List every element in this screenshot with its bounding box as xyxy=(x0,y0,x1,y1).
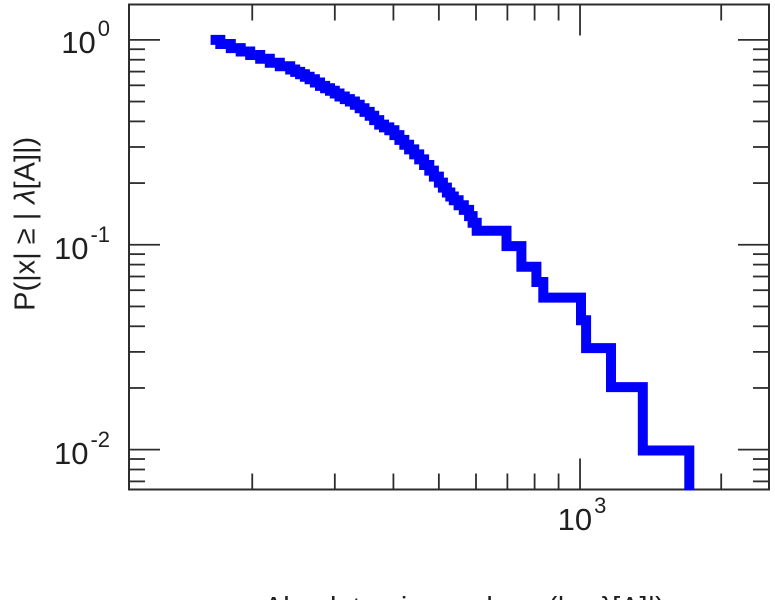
y-tick-label-1e0: 10 0 xyxy=(8,18,110,60)
y-axis-title: P(|x| ≥ | λ[A]|) xyxy=(0,0,52,496)
y-tick-label-1e-1: 10 -1 xyxy=(8,224,110,266)
x-axis-title-post: [A]|) xyxy=(612,592,665,600)
y-tick-exponent: -2 xyxy=(90,427,110,452)
y-tick-label-1e-2: 10 -2 xyxy=(8,429,110,471)
y-axis-title-text: P(|x| ≥ | λ[A]|) xyxy=(0,137,76,359)
plot-frame xyxy=(128,3,770,491)
x-tick-base: 10 xyxy=(557,502,593,537)
y-axis-title-post: [A]|) xyxy=(9,136,42,190)
y-tick-exponent: 0 xyxy=(97,16,110,41)
y-tick-exponent: -1 xyxy=(90,222,110,247)
y-tick-base: 10 xyxy=(61,25,96,60)
x-axis-title: Absolute eigenvalues (| λ[A]|) xyxy=(128,559,770,600)
x-tick-exponent: 3 xyxy=(594,493,607,518)
x-tick-label-1e3: 10 3 xyxy=(535,495,629,537)
y-tick-base: 10 xyxy=(53,231,89,266)
ccdf-step-curve xyxy=(210,34,695,491)
y-tick-base: 10 xyxy=(53,436,89,471)
y-axis-title-pre: P(|x| ≥ | xyxy=(9,212,42,311)
y-axis-title-lambda: λ xyxy=(9,189,42,204)
x-axis-title-pre: Absolute eigenvalues (| xyxy=(264,592,565,600)
axis-ticks xyxy=(130,5,768,489)
x-axis-title-lambda: λ xyxy=(598,592,612,600)
